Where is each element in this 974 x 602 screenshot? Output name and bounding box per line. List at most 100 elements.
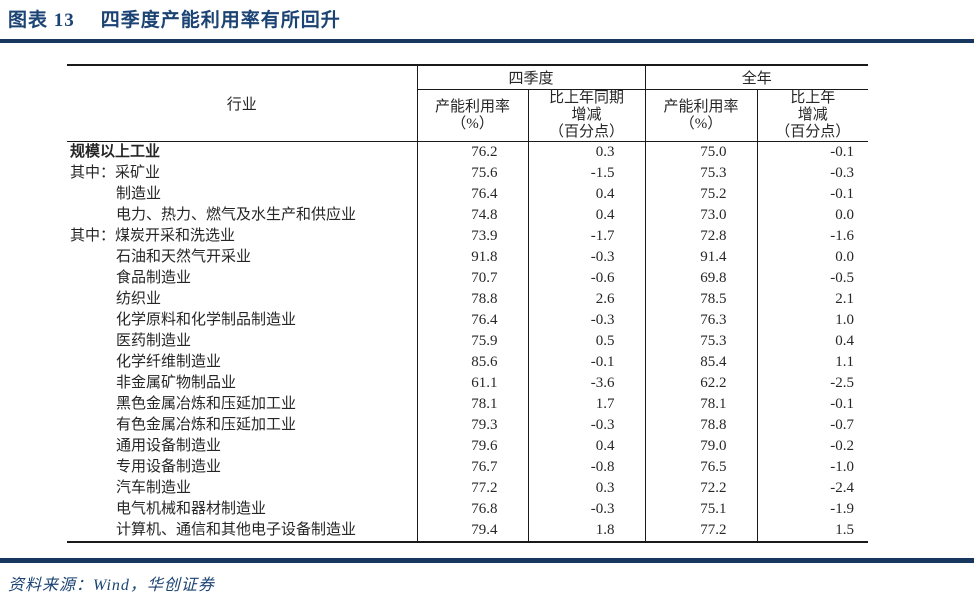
year-utilization-value: 75.3: [645, 163, 758, 184]
year-utilization-value: 73.0: [645, 205, 758, 226]
year-change-value: 1.5: [835, 522, 855, 538]
table-row: 化学原料和化学制品制造业 76.4 -0.3 76.3 1.0: [67, 310, 868, 331]
year-change-value: 0.4: [835, 333, 855, 349]
year-change-value: -2.4: [830, 480, 855, 496]
industry-name-cell: 纺织业: [67, 289, 418, 310]
column-group-fullyear: 全年: [645, 65, 869, 90]
q4-utilization-value: 79.3: [417, 415, 529, 436]
table-area: 行业 四季度 全年 产能利用率 （%） 比上年同期 增减 （百分点） 产能利用率…: [67, 64, 869, 543]
q4-change-value: 0.4: [528, 436, 646, 457]
year-change-value: -0.3: [830, 165, 855, 181]
q4-utilization-value: 85.6: [417, 352, 529, 373]
table-row: 规模以上工业 76.2 0.3 75.0 -0.1: [67, 141, 868, 163]
year-change-value: -1.6: [830, 228, 855, 244]
year-utilization-value: 75.2: [645, 184, 758, 205]
q4-change-value: 2.6: [528, 289, 646, 310]
q4-utilization-value: 75.6: [417, 163, 529, 184]
industry-name-cell: 非金属矿物制品业: [67, 373, 418, 394]
page-title: 图表 13 四季度产能利用率有所回升: [8, 9, 966, 33]
year-change-value: 1.0: [835, 312, 855, 328]
table-row: 石油和天然气开采业 91.8 -0.3 91.4 0.0: [67, 247, 868, 268]
q4-change-value: 0.4: [528, 184, 646, 205]
column-header-year-change: 比上年 增减 （百分点）: [757, 89, 869, 142]
year-change-value: 2.1: [835, 291, 855, 307]
year-utilization-value: 78.8: [645, 415, 758, 436]
year-utilization-value: 69.8: [645, 268, 758, 289]
year-utilization-value: 76.3: [645, 310, 758, 331]
year-utilization-value: 72.8: [645, 226, 758, 247]
q4-utilization-value: 76.4: [417, 310, 529, 331]
column-header-q4-change: 比上年同期 增减 （百分点）: [528, 89, 646, 142]
table-row: 化学纤维制造业 85.6 -0.1 85.4 1.1: [67, 352, 868, 373]
table-header-group-row: 行业 四季度 全年: [67, 65, 869, 142]
table-row: 计算机、通信和其他电子设备制造业 79.4 1.8 77.2 1.5: [67, 520, 868, 542]
source-note: 资料来源：Wind，华创证券: [8, 577, 215, 594]
q4-utilization-value: 76.2: [417, 141, 529, 163]
q4-change-value: 1.8: [528, 520, 646, 542]
column-header-q4-utilization: 产能利用率 （%）: [417, 89, 529, 142]
q4-change-value: -0.1: [528, 352, 646, 373]
q4-utilization-value: 74.8: [417, 205, 529, 226]
industry-name-cell: 食品制造业: [67, 268, 418, 289]
table-header-sub-row: 产能利用率 （%） 比上年同期 增减 （百分点） 产能利用率 （%） 比上年 增…: [67, 89, 869, 142]
table-row: 医药制造业 75.9 0.5 75.3 0.4: [67, 331, 868, 352]
year-utilization-value: 75.1: [645, 499, 758, 520]
industry-name-cell: 规模以上工业: [67, 141, 418, 163]
table-row: 制造业 76.4 0.4 75.2 -0.1: [67, 184, 868, 205]
industry-name-cell: 化学纤维制造业: [67, 352, 418, 373]
year-utilization-value: 76.5: [645, 457, 758, 478]
year-utilization-value: 62.2: [645, 373, 758, 394]
year-change-value: -0.1: [830, 396, 855, 412]
table-row: 电力、热力、燃气及水生产和供应业 74.8 0.4 73.0 0.0: [67, 205, 868, 226]
q4-change-value: -1.5: [528, 163, 646, 184]
q4-change-value: 0.4: [528, 205, 646, 226]
q4-utilization-value: 75.9: [417, 331, 529, 352]
industry-name-cell: 化学原料和化学制品制造业: [67, 310, 418, 331]
year-change-value: 0.0: [835, 207, 855, 223]
year-change-value: 0.0: [835, 249, 855, 265]
q4-change-value: -0.3: [528, 310, 646, 331]
year-change-value: -0.1: [830, 186, 855, 202]
year-utilization-value: 78.1: [645, 394, 758, 415]
table-row: 专用设备制造业 76.7 -0.8 76.5 -1.0: [67, 457, 868, 478]
q4-change-value: -0.3: [528, 499, 646, 520]
q4-utilization-value: 76.7: [417, 457, 529, 478]
year-change-value: -0.2: [830, 438, 855, 454]
year-change-value: -1.0: [830, 459, 855, 475]
q4-change-value: -0.3: [528, 415, 646, 436]
table-row: 纺织业 78.8 2.6 78.5 2.1: [67, 289, 868, 310]
q4-utilization-value: 76.4: [417, 184, 529, 205]
industry-name-cell: 石油和天然气开采业: [67, 247, 418, 268]
figure-title-text: 四季度产能利用率有所回升: [100, 10, 341, 31]
q4-utilization-value: 73.9: [417, 226, 529, 247]
year-utilization-value: 79.0: [645, 436, 758, 457]
table-row: 电气机械和器材制造业 76.8 -0.3 75.1 -1.9: [67, 499, 868, 520]
year-utilization-value: 75.0: [645, 141, 758, 163]
q4-change-value: 0.3: [528, 478, 646, 499]
table-row: 黑色金属冶炼和压延加工业 78.1 1.7 78.1 -0.1: [67, 394, 868, 415]
q4-utilization-value: 79.6: [417, 436, 529, 457]
industry-name-cell: 有色金属冶炼和压延加工业: [67, 415, 418, 436]
title-divider-rule: [0, 39, 974, 43]
q4-change-value: -0.6: [528, 268, 646, 289]
table-row: 非金属矿物制品业 61.1 -3.6 62.2 -2.5: [67, 373, 868, 394]
q4-change-value: -3.6: [528, 373, 646, 394]
year-utilization-value: 72.2: [645, 478, 758, 499]
industry-name-cell: 电力、热力、燃气及水生产和供应业: [67, 205, 418, 226]
capacity-utilization-table: 行业 四季度 全年 产能利用率 （%） 比上年同期 增减 （百分点） 产能利用率…: [67, 64, 869, 543]
industry-name-cell: 其中：采矿业: [67, 163, 418, 184]
table-row: 其中：采矿业 75.6 -1.5 75.3 -0.3: [67, 163, 868, 184]
q4-utilization-value: 77.2: [417, 478, 529, 499]
q4-utilization-value: 91.8: [417, 247, 529, 268]
industry-name-cell: 计算机、通信和其他电子设备制造业: [67, 520, 418, 542]
industry-name-cell: 通用设备制造业: [67, 436, 418, 457]
q4-utilization-value: 70.7: [417, 268, 529, 289]
q4-utilization-value: 79.4: [417, 520, 529, 542]
table-row: 通用设备制造业 79.6 0.4 79.0 -0.2: [67, 436, 868, 457]
table-row: 食品制造业 70.7 -0.6 69.8 -0.5: [67, 268, 868, 289]
q4-utilization-value: 76.8: [417, 499, 529, 520]
year-change-value: 1.1: [835, 354, 855, 370]
year-utilization-value: 78.5: [645, 289, 758, 310]
figure-header: 图表 13 四季度产能利用率有所回升: [0, 0, 974, 33]
year-change-value: -1.9: [830, 501, 855, 517]
